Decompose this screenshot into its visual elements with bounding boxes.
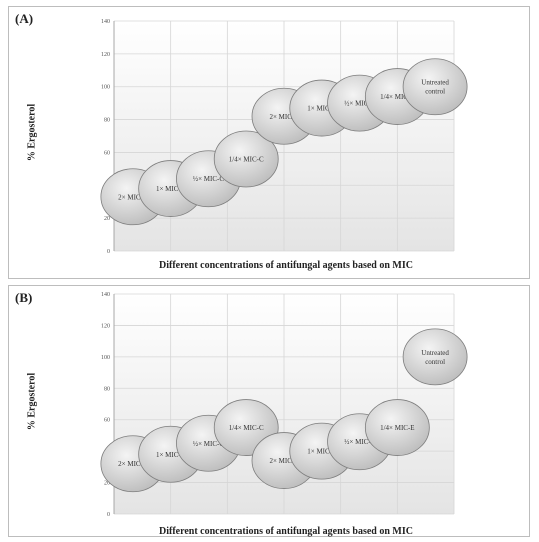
bubble-label: 1× MIC-C: [156, 185, 186, 193]
bubble-label: 1× MIC-E: [307, 105, 336, 113]
bubble-label: 2× MIC-E: [269, 457, 298, 465]
panel-label-b: (B): [15, 290, 33, 305]
data-bubble: [402, 58, 468, 116]
bubble-label: 1/4× MIC-C: [229, 156, 264, 164]
y-tick-label: 100: [101, 355, 110, 361]
bubble-label: ½× MIC-C: [193, 175, 225, 183]
bubble-label: 2× MIC-C: [118, 460, 148, 468]
y-tick-label: 0: [107, 512, 110, 518]
bubble-label: 1/4× MIC-E: [380, 424, 414, 432]
bubble-label: ½× MIC-E: [344, 100, 375, 108]
bubble-label: control: [425, 358, 445, 366]
bubble-label: Untreated: [421, 349, 449, 357]
y-tick-label: 140: [101, 19, 110, 25]
bubble-label: control: [425, 88, 445, 96]
y-tick-label: 120: [101, 323, 110, 329]
bubble-label: ½× MIC-C: [193, 440, 225, 448]
y-tick-label: 80: [104, 118, 110, 124]
y-tick-label: 120: [101, 52, 110, 58]
bubble-label: 1/4× MIC-C: [229, 424, 264, 432]
y-tick-label: 20: [104, 216, 110, 222]
bubble-label: 1/4× MIC-E: [380, 93, 414, 101]
bubble-label: Untreated: [421, 79, 449, 87]
chart-panel-a: (A) % Ergosterol Different concentration…: [8, 6, 530, 279]
y-tick-label: 100: [101, 85, 110, 91]
bubble-label: 1× MIC-C: [156, 451, 186, 459]
y-tick-label: 60: [104, 150, 110, 156]
data-bubble: [402, 328, 468, 386]
bubble-label: ½× MIC-E: [344, 438, 375, 446]
data-bubble: [213, 130, 279, 188]
x-axis-label-a: Different concentrations of antifungal a…: [159, 260, 413, 271]
bubble-label: 2× MIC-C: [118, 193, 148, 201]
y-tick-label: 60: [104, 418, 110, 424]
bubble-label: 2× MIC-E: [269, 113, 298, 121]
bubble-chart-b: 0204060801001201402× MIC-C1× MIC-C½× MIC…: [100, 292, 468, 518]
bubble-label: 1× MIC-E: [307, 448, 336, 456]
y-tick-label: 0: [107, 249, 110, 255]
panel-label-a: (A): [15, 11, 34, 26]
y-tick-label: 140: [101, 292, 110, 298]
y-tick-label: 20: [104, 481, 110, 487]
x-axis-label-b: Different concentrations of antifungal a…: [159, 526, 413, 537]
bubble-chart-a: 0204060801001201402× MIC-C1× MIC-C½× MIC…: [100, 19, 468, 255]
y-tick-label: 80: [104, 386, 110, 392]
chart-panel-b: (B) % Ergosterol Different concentration…: [8, 285, 530, 537]
data-bubble: [364, 399, 430, 456]
